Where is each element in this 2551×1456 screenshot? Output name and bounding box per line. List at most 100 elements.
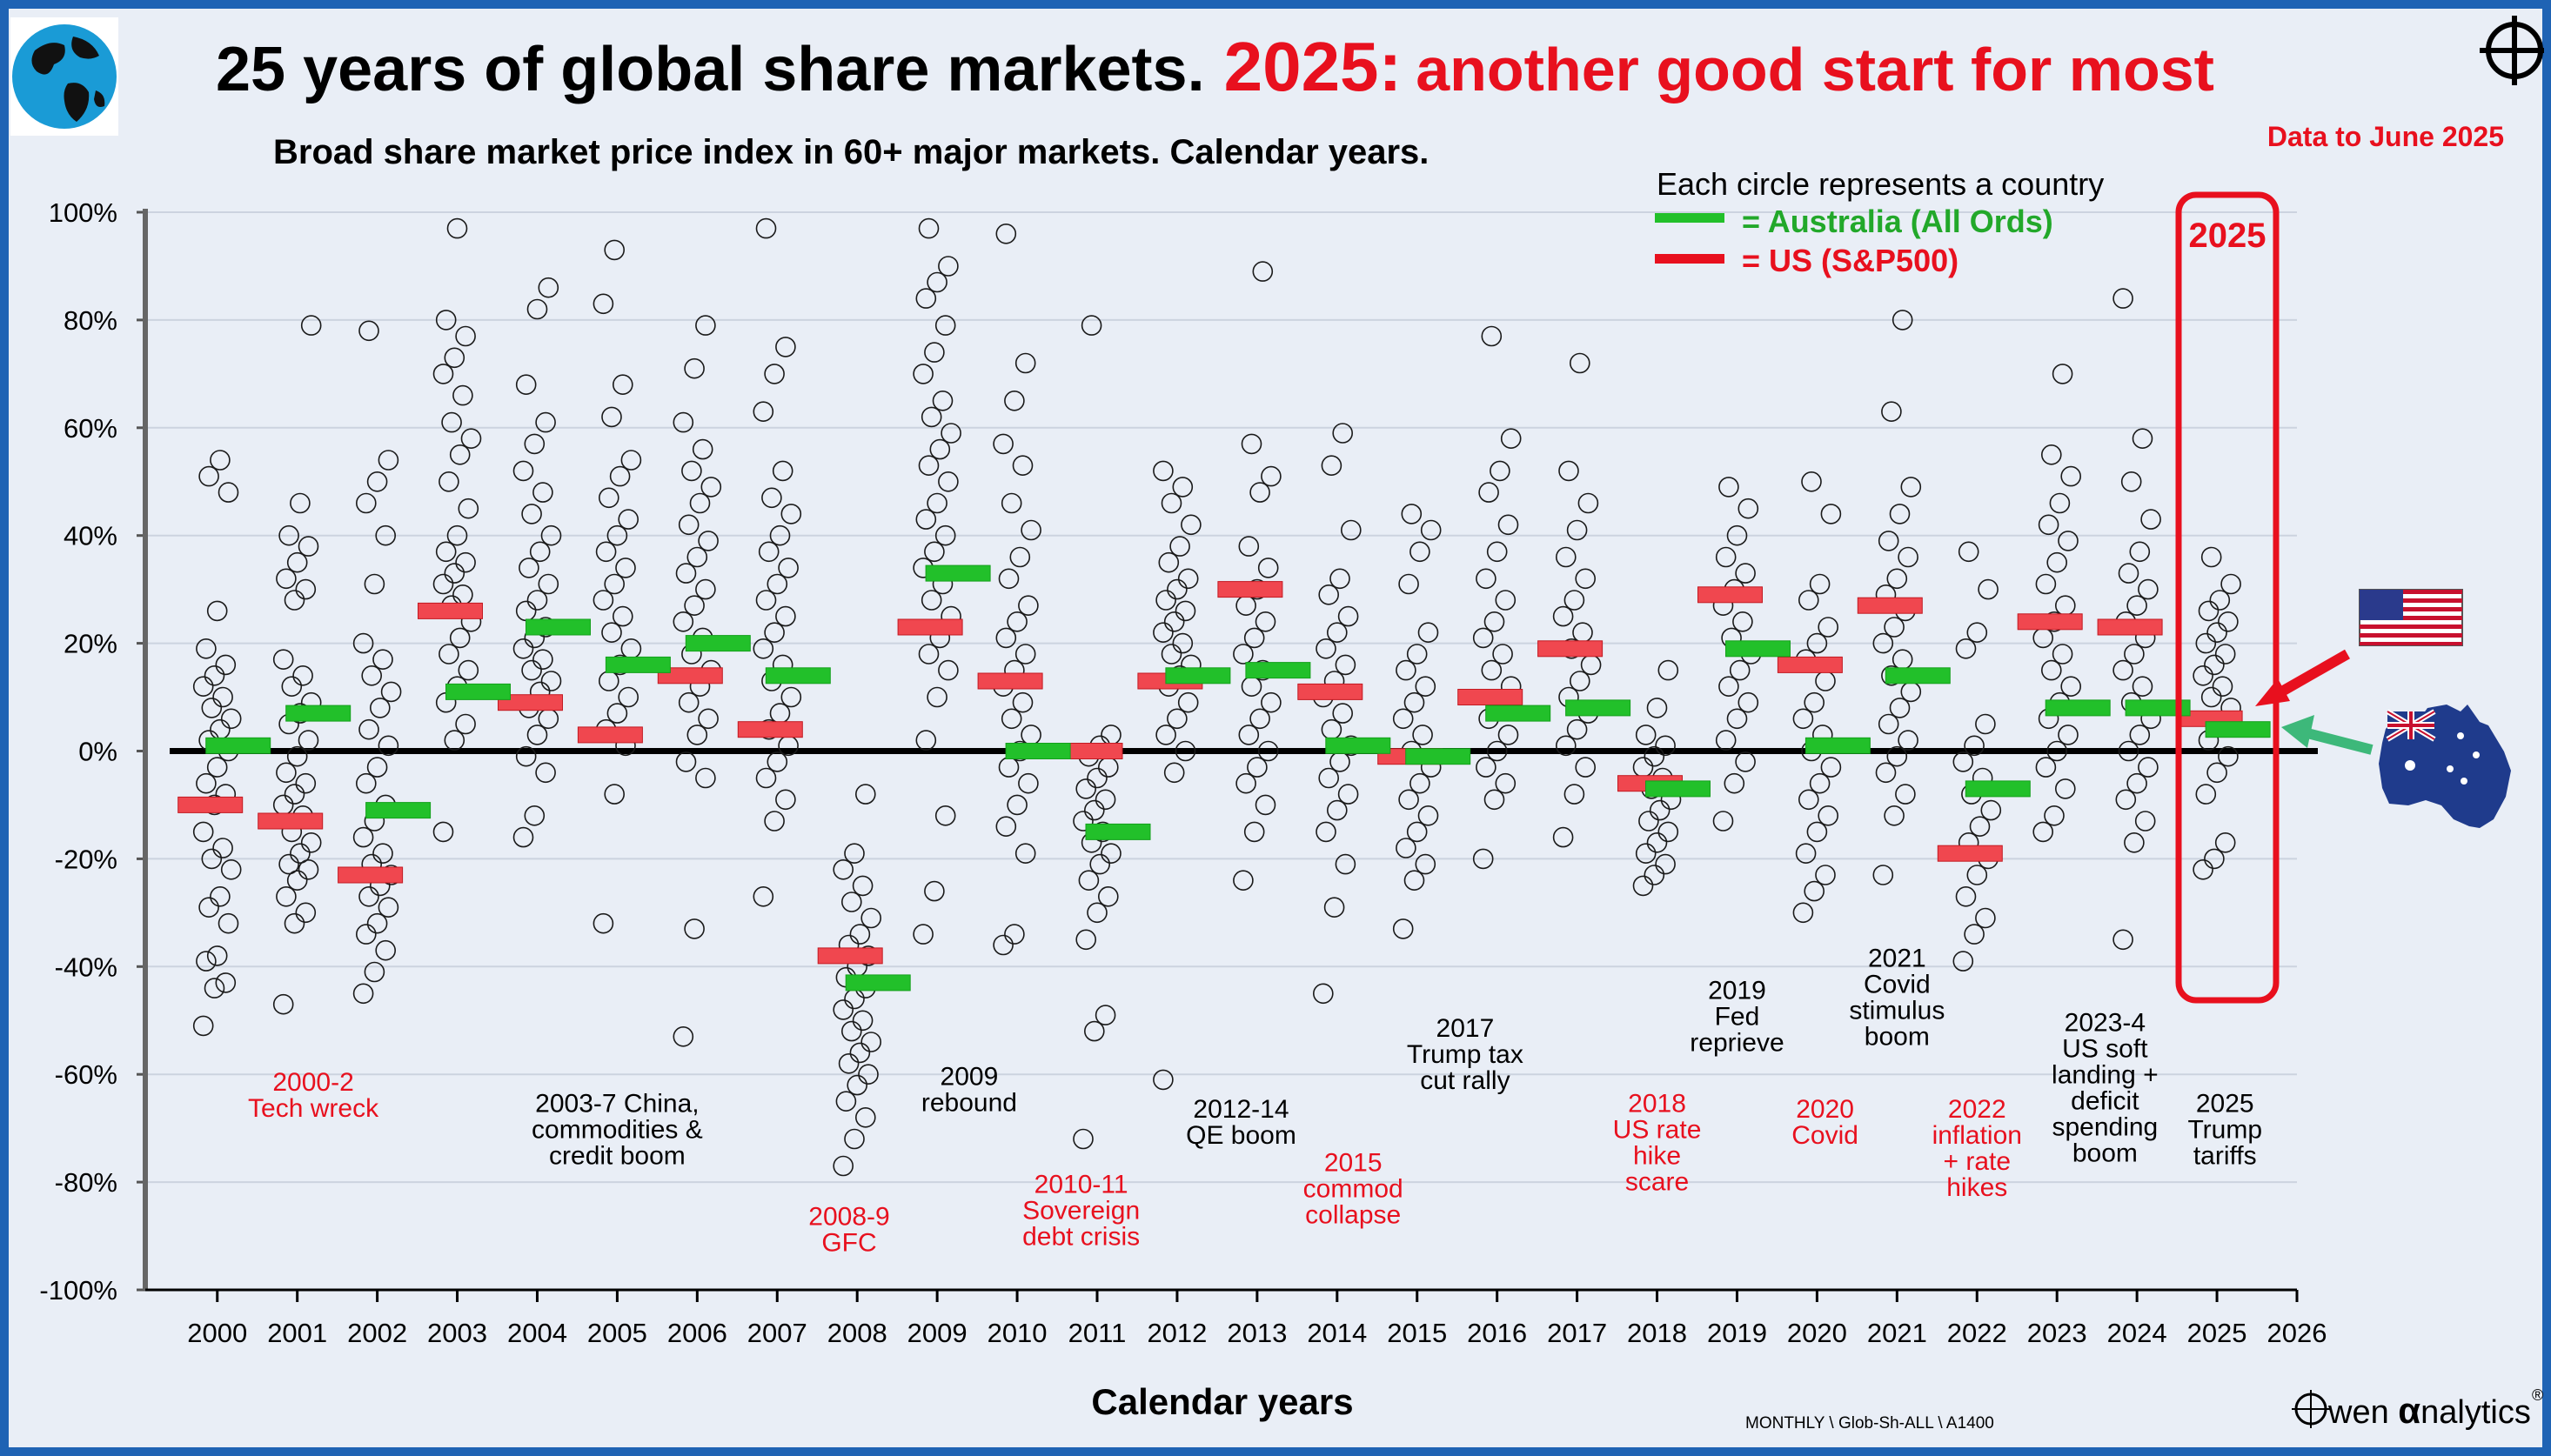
country-dot <box>1004 390 1025 411</box>
annotation: 2017 Trump tax cut rally <box>1407 1014 1523 1095</box>
country-dot <box>364 961 385 983</box>
country-dot <box>352 826 374 848</box>
country-dot <box>364 573 385 595</box>
country-dot <box>521 659 542 681</box>
country-dot <box>849 1042 871 1064</box>
country-dot <box>612 374 633 396</box>
country-dot <box>1078 870 1100 892</box>
country-dot <box>300 832 322 853</box>
country-dot <box>606 524 628 546</box>
annotation-line: 2018 <box>1628 1090 1686 1119</box>
annotation: 2018 US rate hike scare <box>1613 1090 1702 1197</box>
y-tick-label: 0% <box>78 737 117 767</box>
country-dot <box>1161 644 1182 665</box>
us-bar <box>1217 581 1283 598</box>
country-dot <box>1476 568 1496 590</box>
country-dot <box>535 411 556 433</box>
us-bar <box>258 812 324 830</box>
country-dot <box>192 676 214 698</box>
country-dot <box>753 401 774 423</box>
annotation: 2023-4 US soft landing + deficit spending boo… <box>2052 1009 2159 1168</box>
country-dot <box>1732 611 1753 632</box>
country-dot <box>615 558 636 578</box>
annotation-line: 2020 <box>1796 1095 1854 1124</box>
annotation-line: credit boom <box>549 1142 686 1171</box>
country-dot <box>1649 799 1671 821</box>
globe-logo-icon <box>10 17 118 136</box>
country-dot <box>1153 622 1174 644</box>
country-dot <box>1313 983 1334 1005</box>
annotation-line: Sovereign <box>1022 1196 1140 1225</box>
annotation: 2008-9 GFC <box>808 1203 889 1258</box>
country-dot <box>196 638 217 659</box>
country-dot <box>1969 816 1991 838</box>
us-bar <box>1937 845 2003 862</box>
country-dot <box>1575 757 1596 778</box>
country-dot <box>1257 558 1279 578</box>
country-dot <box>1975 907 1996 929</box>
country-dot <box>432 821 454 843</box>
country-dot <box>2126 595 2147 617</box>
x-tick-label: 2022 <box>1947 1318 2007 1348</box>
country-dot <box>1483 611 1505 632</box>
country-dot <box>512 826 534 848</box>
country-dot <box>1975 713 1996 735</box>
country-dot <box>2038 514 2059 536</box>
country-dot <box>441 411 462 433</box>
country-dot <box>526 298 548 320</box>
country-dot <box>1570 352 1590 374</box>
country-dot <box>1337 605 1359 627</box>
country-dot <box>1472 848 1494 870</box>
country-dot <box>532 482 553 503</box>
country-dot <box>1257 740 1279 762</box>
annotation-line: scare <box>1625 1168 1689 1197</box>
country-dot <box>512 638 534 659</box>
country-dot <box>369 698 391 718</box>
country-dot <box>2041 444 2062 465</box>
x-tick-label: 2021 <box>1867 1318 1927 1348</box>
country-dot <box>2134 811 2156 832</box>
country-dot <box>1252 261 1274 282</box>
country-dot <box>835 1091 857 1112</box>
country-dot <box>2204 654 2225 676</box>
country-dot <box>2124 832 2145 853</box>
country-dot <box>684 918 705 939</box>
country-dot <box>1900 681 1922 703</box>
country-dot <box>1718 676 1739 698</box>
country-dots <box>192 217 2241 1177</box>
australia-bar <box>2045 699 2111 717</box>
australia-bar <box>205 737 271 754</box>
country-dot <box>215 972 237 993</box>
us-bar <box>1777 656 1843 673</box>
country-dot <box>1018 772 1039 794</box>
country-dot <box>686 546 708 568</box>
country-dot <box>358 718 379 740</box>
annotation-line: inflation <box>1932 1121 2022 1150</box>
country-dot <box>700 477 722 498</box>
country-dot <box>2129 541 2151 563</box>
annotation-line: landing + <box>2052 1061 2159 1090</box>
country-dot <box>1238 536 1260 557</box>
country-dot <box>1163 762 1185 784</box>
country-dot <box>524 433 546 455</box>
country-dot <box>286 870 308 892</box>
us-bar <box>1697 586 1763 604</box>
country-dot <box>1021 519 1041 541</box>
country-dot <box>1481 325 1503 347</box>
annotation-line: US soft <box>2062 1035 2148 1064</box>
country-dot <box>1087 767 1108 789</box>
country-dot <box>1163 611 1185 632</box>
country-dot <box>1566 519 1588 541</box>
country-dot <box>366 912 388 934</box>
country-dot <box>1875 762 1897 784</box>
country-dot <box>1580 654 1602 676</box>
country-dot <box>1153 460 1174 482</box>
country-dot <box>1318 584 1339 605</box>
country-dot <box>1495 590 1517 611</box>
country-dot <box>833 999 854 1020</box>
country-dot <box>1638 811 1659 832</box>
australia-bar <box>1804 737 1871 754</box>
annotation-line: Trump <box>2187 1116 2262 1145</box>
country-dot <box>538 277 559 298</box>
country-dot <box>1235 772 1256 794</box>
